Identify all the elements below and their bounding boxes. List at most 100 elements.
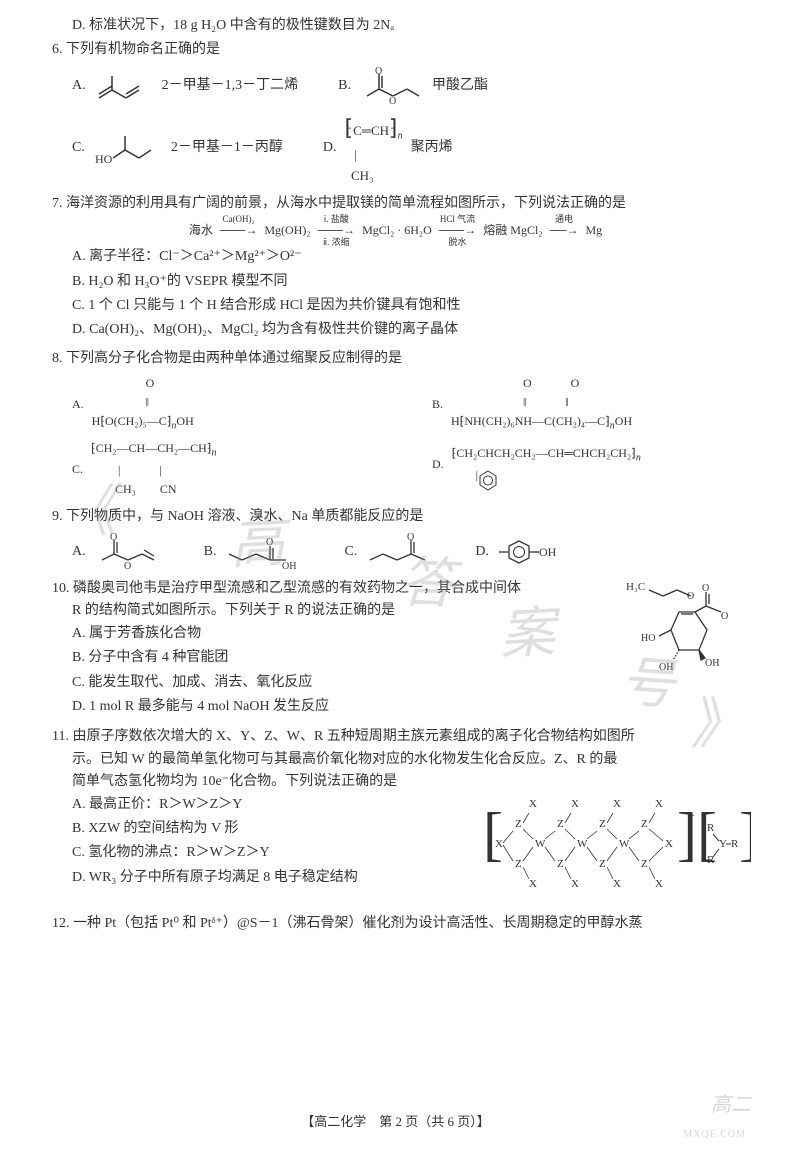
q11-structure-figure: [ ] + [ ] − R Y R R X ZZ XX W — [481, 789, 751, 907]
q6-c-text: 2－甲基－1－丙醇 — [171, 137, 283, 159]
q7-option-c: C. 1 个 Cl 只能与 1 个 H 结合形成 HCl 是因为共价键具有饱和性 — [72, 295, 751, 317]
q6-b-text: 甲酸乙酯 — [432, 75, 488, 97]
svg-text:X: X — [665, 838, 673, 850]
structure-b-icon: O OH — [224, 532, 304, 572]
option-label-c: C. — [72, 137, 85, 159]
svg-text:X: X — [529, 798, 537, 810]
question-6: 6. 下列有机物命名正确的是 A. 2－甲基－1,3－丁二烯 B. — [40, 39, 751, 186]
flow-arrow: HCl 气流脱水───→ — [435, 221, 481, 240]
svg-text:HO: HO — [641, 633, 655, 644]
alcohol-structure-icon: HO — [93, 128, 163, 168]
svg-text:O: O — [124, 561, 131, 572]
svg-text:W: W — [535, 838, 546, 850]
svg-text:X: X — [571, 878, 579, 890]
svg-text:Z: Z — [515, 818, 522, 830]
flow-arrow: 通电──→ — [545, 221, 582, 240]
svg-text:X: X — [613, 878, 621, 890]
svg-text:O: O — [389, 96, 396, 106]
phenol-icon: OH — [497, 537, 567, 567]
svg-text:W: W — [577, 838, 588, 850]
svg-text:OH: OH — [705, 658, 719, 669]
svg-text:X: X — [571, 798, 579, 810]
svg-text:R: R — [707, 822, 715, 834]
ester-structure-icon: O O — [359, 66, 424, 106]
svg-text:[: [ — [483, 801, 503, 867]
structure-a-icon: O O — [94, 532, 164, 572]
svg-text:O: O — [687, 591, 694, 602]
svg-text:OH: OH — [282, 561, 296, 572]
q6-option-a: A. 2－甲基－1,3－丁二烯 — [72, 68, 298, 104]
q6-option-c: C. HO 2－甲基－1－丙醇 — [72, 128, 283, 168]
q7-option-a: A. 离子半径：Cl⁻＞Ca²⁺＞Mg²⁺＞O²⁻ — [72, 246, 751, 268]
svg-text:Z: Z — [599, 858, 606, 870]
svg-text:Z: Z — [515, 858, 522, 870]
svg-text:−: − — [749, 811, 751, 822]
svg-text:Z: Z — [599, 818, 606, 830]
svg-text:W: W — [619, 838, 630, 850]
page-footer: 【高二化学 第 2 页（共 6 页）】 — [0, 1112, 791, 1133]
flow-node: Mg(OH)₂ — [264, 223, 310, 237]
svg-text:X: X — [613, 798, 621, 810]
q12-stem: 12. 一种 Pt（包括 Pt⁰ 和 Ptᵟ⁺）@S－1（沸石骨架）催化剂为设计… — [52, 913, 751, 935]
question-11: 11. 由原子序数依次增大的 X、Y、Z、W、R 五种短周期主族元素组成的离子化… — [40, 726, 751, 907]
svg-text:Y: Y — [719, 838, 727, 850]
option-label-d: D. — [323, 137, 337, 159]
question-9: 9. 下列物质中，与 NaOH 溶液、溴水、Na 单质都能反应的是 A. O O… — [40, 506, 751, 572]
q6-stem: 6. 下列有机物命名正确的是 — [52, 39, 751, 61]
svg-text:+: + — [689, 811, 695, 822]
q8-option-d: D. ⁅CH₂CHCH₂CH₂—CH═CHCH₂CH₂⁆n | — [432, 439, 499, 491]
option-label-a: A. — [72, 75, 86, 97]
q6-option-b: B. O O 甲酸乙酯 — [338, 66, 488, 106]
question-10: H₃C O O O HO OH OH 10. — [40, 578, 751, 720]
option-label-b: B. — [338, 75, 351, 97]
svg-text:HO: HO — [95, 152, 113, 166]
question-12: 12. 一种 Pt（包括 Pt⁰ 和 Ptᵟ⁺）@S－1（沸石骨架）催化剂为设计… — [40, 913, 751, 935]
polymer-formula: ⁅C═CH⁆n | CH₃ — [344, 110, 402, 187]
flow-arrow: Ca(OH)₂───→ — [216, 221, 262, 240]
question-7: 7. 海洋资源的利用具有广阔的前景，从海水中提取镁的简单流程如图所示，下列说法正… — [40, 193, 751, 342]
svg-text:X: X — [495, 838, 503, 850]
svg-text:X: X — [655, 878, 663, 890]
flow-node: 熔融 MgCl₂ — [483, 223, 542, 237]
benzene-icon — [477, 469, 499, 491]
q7-flowchart: 海水 Ca(OH)₂───→ Mg(OH)₂ ⅰ. 盐酸ⅱ. 浓缩───→ Mg… — [40, 221, 751, 240]
svg-text:OH: OH — [539, 545, 557, 559]
site-watermark: MXQE.COM — [683, 1127, 746, 1143]
q9-option-a: A. O O — [72, 532, 164, 572]
q11-stem2: 示。已知 W 的最简单氢化物可与其最高价氧化物对应的水化物发生化合反应。Z、R … — [72, 749, 751, 771]
structure-c-icon: O — [365, 532, 435, 572]
q8-stem: 8. 下列高分子化合物是由两种单体通过缩聚反应制得的是 — [52, 348, 751, 370]
q8-option-c: C. ⁅CH₂—CH—CH₂—CH⁆n | | CH₃ CN — [72, 439, 392, 500]
q11-stem: 11. 由原子序数依次增大的 X、Y、Z、W、R 五种短周期主族元素组成的离子化… — [52, 726, 751, 748]
q8-option-b: B. O O ‖ ‖ H⁅NH(CH₂)₆NH—C(CH₂)₄—C⁆nOH — [432, 374, 632, 435]
q6-option-d: D. ⁅C═CH⁆n | CH₃ 聚丙烯 — [323, 110, 453, 187]
q5-option-d: D. 标准状况下，18 g H₂O 中含有的极性键数目为 2Nₐ — [72, 15, 751, 37]
svg-text:OH: OH — [659, 662, 673, 673]
svg-text:Z: Z — [557, 818, 564, 830]
flow-arrow: ⅰ. 盐酸ⅱ. 浓缩───→ — [314, 221, 360, 240]
corner-watermark: 高二 — [711, 1089, 751, 1121]
q9-stem: 9. 下列物质中，与 NaOH 溶液、溴水、Na 单质都能反应的是 — [52, 506, 751, 528]
svg-text:O: O — [702, 583, 709, 594]
q9-option-c: C. O — [344, 532, 435, 572]
flow-node: Mg — [586, 223, 603, 237]
svg-text:O: O — [110, 532, 117, 543]
q7-stem: 7. 海洋资源的利用具有广阔的前景，从海水中提取镁的简单流程如图所示，下列说法正… — [52, 193, 751, 215]
q6-a-text: 2－甲基－1,3－丁二烯 — [162, 75, 299, 97]
q9-option-d: D. OH — [475, 537, 567, 567]
flow-node: 海水 — [189, 223, 213, 237]
q7-option-d: D. Ca(OH)₂、Mg(OH)₂、MgCl₂ 均为含有极性共价键的离子晶体 — [72, 319, 751, 341]
svg-text:O: O — [266, 537, 273, 548]
q6-d-text: 聚丙烯 — [411, 137, 453, 159]
svg-text:O: O — [375, 66, 382, 77]
diene-structure-icon — [94, 68, 154, 104]
svg-text:O: O — [407, 532, 414, 543]
q9-option-b: B. O OH — [204, 532, 305, 572]
svg-text:Z: Z — [641, 818, 648, 830]
svg-text:O: O — [721, 611, 728, 622]
svg-text:Z: Z — [641, 858, 648, 870]
flow-node: MgCl₂ · 6H₂O — [362, 223, 432, 237]
formula-label: H₃C — [626, 581, 645, 593]
svg-text:X: X — [529, 878, 537, 890]
q7-option-b: B. H₂O 和 H₃O⁺的 VSEPR 模型不同 — [72, 271, 751, 293]
